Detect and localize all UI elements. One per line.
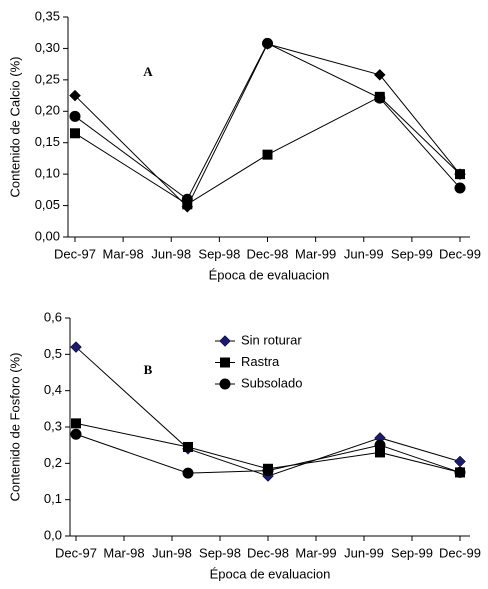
x-tick-label: Jun-98 xyxy=(151,246,191,261)
x-tick-label: Sep-99 xyxy=(391,545,433,560)
legend-label: Subsolado xyxy=(241,375,302,390)
marker xyxy=(183,441,193,452)
series-line xyxy=(74,43,461,208)
marker xyxy=(373,68,386,81)
y-tick-label: 0,5 xyxy=(44,346,62,361)
y-tick-label: 0,00 xyxy=(35,228,60,243)
y-tick-label: 0,2 xyxy=(44,455,62,470)
marker xyxy=(374,439,386,451)
y-tick-label: 0,30 xyxy=(35,40,60,55)
y-tick-label: 0,4 xyxy=(44,382,62,397)
marker xyxy=(454,455,466,468)
x-tick-label: Dec-99 xyxy=(439,545,481,560)
marker xyxy=(375,447,385,458)
marker xyxy=(454,466,466,478)
x-tick-label: Jun-99 xyxy=(344,545,384,560)
marker xyxy=(455,169,465,180)
marker xyxy=(262,37,273,49)
x-tick-label: Mar-98 xyxy=(103,545,144,560)
y-tick-label: 0,0 xyxy=(44,527,62,542)
chart: 0,00 0,05 0,10 0,15 0,20 0,25 0,30 0,35 Dec-97 Ma… xyxy=(7,8,481,282)
y-tick-label: 0,05 xyxy=(35,197,60,212)
y-axis-title: Contenido de Fosforo (%) xyxy=(7,353,22,502)
marker xyxy=(262,149,273,160)
x-axis-title: Época de evaluacion xyxy=(209,267,330,282)
marker xyxy=(69,89,81,102)
marker xyxy=(70,341,82,353)
marker xyxy=(374,92,386,104)
x-tick-label: Dec-97 xyxy=(55,545,97,560)
y-tick-label: 0,1 xyxy=(44,491,62,506)
marker xyxy=(220,357,230,368)
legend-label: Sin roturar xyxy=(241,332,302,347)
y-tick-label: 0,15 xyxy=(35,134,60,149)
marker xyxy=(182,467,194,479)
x-tick-label: Sep-98 xyxy=(198,246,240,261)
marker xyxy=(262,465,274,477)
legend-label: Rastra xyxy=(241,354,280,369)
x-tick-label: Sep-98 xyxy=(199,545,241,560)
marker xyxy=(219,335,231,347)
y-tick-label: 0,35 xyxy=(35,8,60,23)
marker xyxy=(181,193,193,205)
x-axis-title: Época de evaluacion xyxy=(210,566,331,581)
annotation: A xyxy=(143,64,153,79)
x-tick-label: Dec-98 xyxy=(247,246,289,261)
marker xyxy=(70,128,80,139)
y-tick-label: 0,20 xyxy=(35,103,60,118)
y-axis-title: Contenido de Calcio (%) xyxy=(7,57,22,198)
y-tick-label: 0,25 xyxy=(35,71,60,86)
x-tick-label: Sep-99 xyxy=(391,246,433,261)
x-tick-label: Mar-99 xyxy=(295,545,336,560)
x-tick-label: Mar-98 xyxy=(103,246,144,261)
annotation: B xyxy=(144,362,153,377)
x-tick-label: Jun-98 xyxy=(152,545,192,560)
marker xyxy=(69,110,81,122)
marker xyxy=(70,428,82,440)
marker xyxy=(71,418,81,429)
y-tick-label: 0,10 xyxy=(35,166,60,181)
x-tick-label: Jun-99 xyxy=(344,246,384,261)
y-tick-label: 0,3 xyxy=(44,418,62,433)
marker xyxy=(454,182,466,194)
x-tick-label: Dec-98 xyxy=(247,545,289,560)
chart: 0,0 0,1 0,2 0,3 0,4 0,5 0,6 Dec-97 Mar-98 Jun-98 S… xyxy=(7,309,481,581)
x-tick-label: Mar-99 xyxy=(295,246,336,261)
series-line xyxy=(74,42,461,201)
marker xyxy=(219,378,231,390)
y-tick-label: 0,6 xyxy=(44,309,62,324)
x-tick-label: Dec-97 xyxy=(54,246,96,261)
x-tick-label: Dec-99 xyxy=(439,246,481,261)
